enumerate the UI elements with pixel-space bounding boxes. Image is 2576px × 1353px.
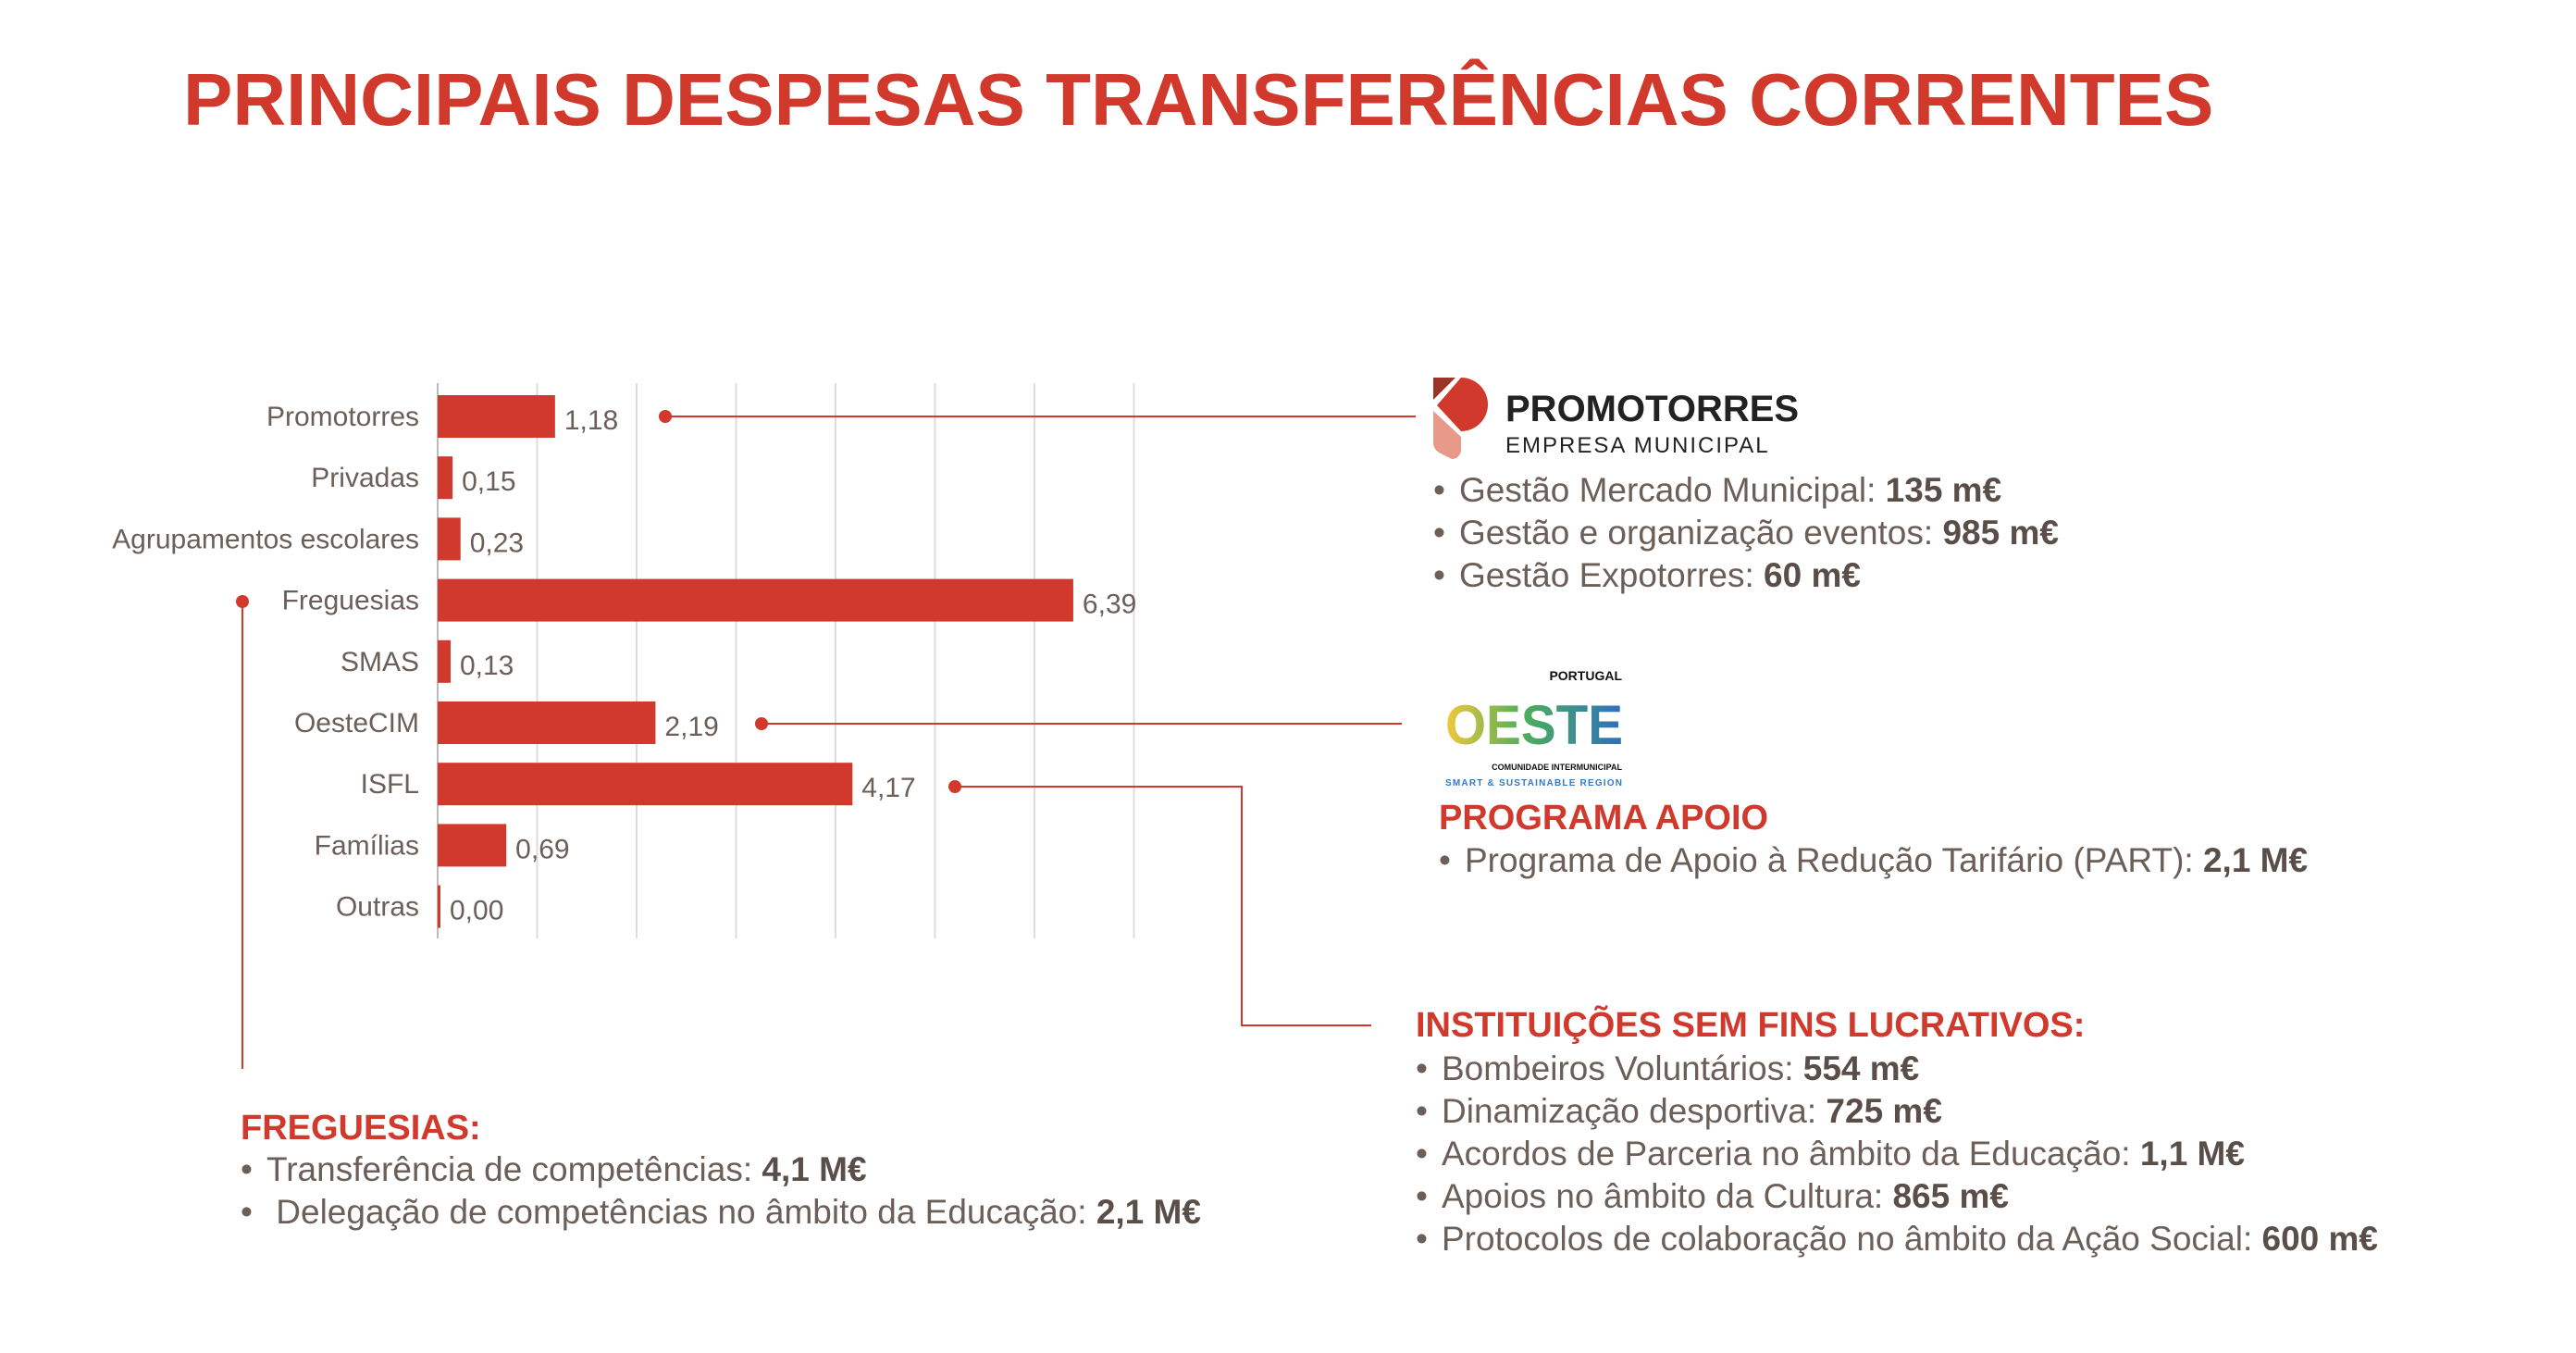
oeste-logo-name: OESTE: [1445, 694, 1623, 756]
category-label: Freguesias: [282, 586, 419, 616]
list-item: • Dinamização desportiva: 725 m€: [1416, 1092, 1942, 1130]
promotorres-logo-name: PROMOTORRES: [1505, 389, 1800, 429]
promotorres-logo: PROMOTORRES EMPRESA MUNICIPAL: [1433, 378, 1803, 461]
value-label: 0,69: [515, 834, 569, 864]
list-item: • Delegação de competências no âmbito da…: [241, 1193, 1201, 1231]
programa-apoio-heading: PROGRAMA APOIO: [1439, 799, 1769, 838]
programa-apoio-list: • Programa de Apoio à Redução Tarifário (…: [1439, 839, 2308, 882]
oeste-logo-line2: SMART & SUSTAINABLE REGION: [1445, 778, 1622, 788]
page-title: PRINCIPAIS DESPESAS TRANSFERÊNCIAS CORRE…: [183, 58, 2214, 141]
list-item: • Programa de Apoio à Redução Tarifário (…: [1439, 841, 2309, 879]
bar-isfl: [438, 763, 853, 806]
oeste-logo-top: PORTUGAL: [1549, 668, 1622, 683]
bar-oestecim: [438, 701, 656, 744]
connector-dot: [659, 410, 672, 423]
bar-freguesias: [438, 578, 1073, 622]
bar-famílias: [438, 824, 507, 867]
value-label: 0,23: [470, 528, 524, 558]
value-label: 4,17: [861, 773, 915, 803]
freguesias-heading: FREGUESIAS:: [241, 1109, 481, 1148]
list-item: • Apoios no âmbito da Cultura: 865 m€: [1416, 1177, 2009, 1215]
connector-dot: [236, 595, 249, 608]
promotorres-list: • Gestão Mercado Municipal: 135 m€ • Gestã…: [1433, 469, 2059, 597]
oeste-logo-line1: COMUNIDADE INTERMUNICIPAL: [1492, 763, 1622, 772]
category-label: Outras: [336, 892, 419, 923]
category-label: OesteCIM: [294, 708, 419, 739]
category-label: Privadas: [311, 463, 419, 493]
value-label: 0,15: [462, 466, 515, 497]
bar-outras: [438, 885, 440, 928]
bar-smas: [438, 639, 451, 683]
isfl-heading: INSTITUIÇÕES SEM FINS LUCRATIVOS:: [1416, 1006, 2086, 1045]
oeste-cim-logo: PORTUGAL OESTE COMUNIDADE INTERMUNICIPAL…: [1443, 668, 1629, 790]
list-item: • Transferência de competências: 4,1 M€: [241, 1150, 867, 1188]
promotorres-logo-mark: [1433, 378, 1488, 459]
list-item: • Bombeiros Voluntários: 554 m€: [1416, 1049, 1920, 1087]
value-label: 6,39: [1083, 590, 1136, 620]
isfl-list: • Bombeiros Voluntários: 554 m€ • Dinamiza…: [1416, 1048, 2378, 1260]
value-label: 0,00: [450, 896, 503, 926]
connector-dot: [948, 780, 961, 793]
value-label: 2,19: [664, 712, 718, 742]
category-label: Agrupamentos escolares: [112, 524, 419, 554]
category-label: Famílias: [315, 830, 419, 861]
list-item: • Acordos de Parceria no âmbito da Educaç…: [1416, 1135, 2245, 1173]
list-item: • Gestão Expotorres: 60 m€: [1433, 556, 1861, 594]
list-item: • Protocolos de colaboração no âmbito da …: [1416, 1220, 2379, 1258]
promotorres-logo-subtitle: EMPRESA MUNICIPAL: [1505, 433, 1770, 458]
list-item: • Gestão Mercado Municipal: 135 m€: [1433, 471, 2002, 509]
connector-dot: [755, 717, 768, 730]
list-item: • Gestão e organização eventos: 985 m€: [1433, 514, 2059, 552]
connector-isfl: [955, 786, 1371, 1026]
value-label: 0,13: [460, 651, 514, 681]
category-label: Promotorres: [266, 402, 419, 432]
category-label: ISFL: [361, 769, 419, 800]
oeste-logo-mark: PORTUGAL OESTE COMUNIDADE INTERMUNICIPAL…: [1445, 668, 1623, 788]
value-label: 1,18: [564, 405, 618, 436]
bar-promotorres: [438, 395, 555, 438]
freguesias-list: • Transferência de competências: 4,1 M€ •…: [241, 1148, 1201, 1234]
category-label: SMAS: [341, 647, 419, 677]
bar-agrupamentos-escolares: [438, 517, 461, 561]
bar-privadas: [438, 456, 453, 500]
